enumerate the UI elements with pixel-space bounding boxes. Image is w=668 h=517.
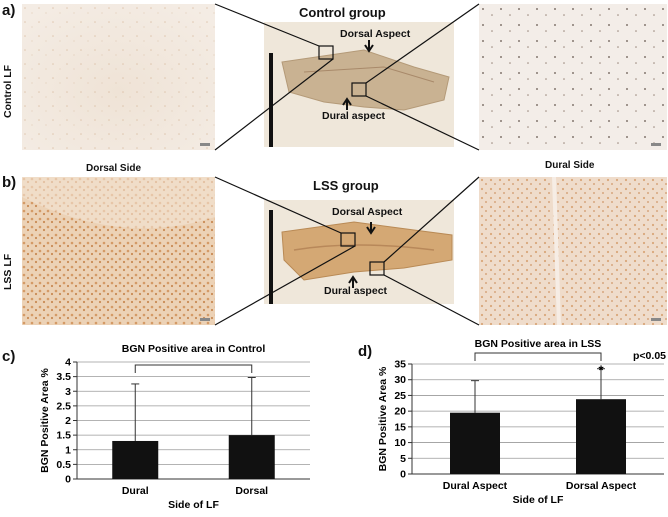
y-tick-label: 0 bbox=[65, 474, 71, 486]
panel-a-letter: a) bbox=[2, 2, 16, 19]
chart-c-control: BGN Positive area in Control 0 0.5 1 1.5 2 2.5… bbox=[39, 343, 310, 511]
y-tick-label: 15 bbox=[394, 421, 406, 433]
y-tick-label: 35 bbox=[394, 359, 406, 371]
y-tick-label: 30 bbox=[394, 374, 406, 386]
bar-1 bbox=[112, 440, 159, 479]
bar-2 bbox=[228, 435, 275, 479]
p-value-label: p<0.05 bbox=[633, 350, 666, 362]
control-dural-aspect-label: Dural aspect bbox=[322, 110, 386, 122]
significance-star: * bbox=[598, 363, 604, 378]
x-tick-label: Dorsal bbox=[235, 485, 268, 497]
panel-d-letter: d) bbox=[358, 343, 373, 360]
y-tick-label: 25 bbox=[394, 390, 406, 402]
x-tick-label: Dural Aspect bbox=[443, 480, 508, 492]
lss-overview-image bbox=[264, 200, 454, 304]
x-axis-label: Side of LF bbox=[168, 499, 219, 511]
y-tick-label: 4 bbox=[65, 357, 71, 369]
y-axis-label: BGN Positive Area % bbox=[39, 368, 51, 473]
control-overview-image bbox=[264, 22, 454, 147]
y-tick-label: 0.5 bbox=[56, 459, 71, 471]
lss-right-caption: Dural Side bbox=[545, 160, 595, 171]
bar-1 bbox=[450, 412, 500, 474]
y-tick-label: 3 bbox=[65, 386, 71, 398]
y-tick-label: 3.5 bbox=[56, 371, 71, 383]
lss-dorsal-aspect-label: Dorsal Aspect bbox=[332, 206, 403, 218]
y-tick-label: 2 bbox=[65, 415, 71, 427]
x-tick-label: Dorsal Aspect bbox=[566, 480, 637, 492]
x-axis-label: Side of LF bbox=[513, 494, 564, 506]
y-tick-label: 0 bbox=[400, 469, 406, 481]
control-dural-micrograph bbox=[479, 4, 667, 150]
bar-2 bbox=[576, 399, 626, 474]
chart-title: BGN Positive area in Control bbox=[122, 343, 266, 355]
zoom-connector-overlay bbox=[214, 3, 480, 326]
panel-b-letter: b) bbox=[2, 174, 17, 191]
panel-c-letter: c) bbox=[2, 348, 16, 365]
y-tick-label: 20 bbox=[394, 406, 406, 418]
y-tick-label: 2.5 bbox=[56, 400, 71, 412]
lss-dural-micrograph bbox=[479, 177, 667, 325]
y-tick-label: 1 bbox=[65, 444, 71, 456]
lss-left-caption: Dorsal Side bbox=[86, 163, 142, 174]
y-tick-label: 5 bbox=[400, 453, 406, 465]
control-group-title: Control group bbox=[299, 5, 386, 20]
control-dorsal-aspect-label: Dorsal Aspect bbox=[340, 28, 411, 40]
significance-bracket bbox=[134, 364, 253, 373]
significance-bracket bbox=[474, 352, 602, 361]
y-tick-label: 1.5 bbox=[56, 430, 71, 442]
chart-d-lss: BGN Positive area in LSS 0 5 10 15 20 25 30 35 Du… bbox=[377, 338, 666, 506]
y-axis-label: BGN Positive Area % bbox=[377, 366, 389, 471]
lss-group-title: LSS group bbox=[313, 178, 379, 193]
lss-dorsal-micrograph bbox=[22, 177, 215, 325]
chart-title: BGN Positive area in LSS bbox=[475, 338, 602, 350]
lss-dural-aspect-label: Dural aspect bbox=[324, 285, 388, 297]
x-tick-label: Dural bbox=[122, 485, 149, 497]
control-dorsal-micrograph bbox=[22, 4, 215, 150]
y-tick-label: 10 bbox=[394, 437, 406, 449]
